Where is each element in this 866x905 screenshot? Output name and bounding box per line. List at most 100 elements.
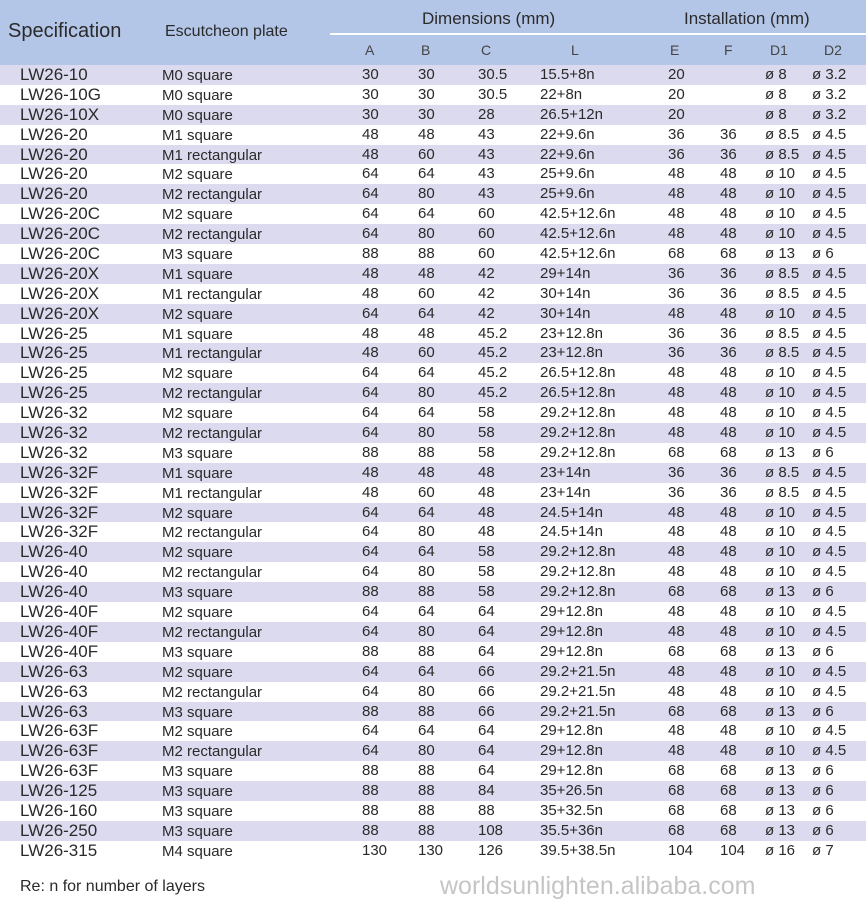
e-cell: 68 bbox=[668, 762, 685, 780]
spec-cell: LW26-40 bbox=[20, 582, 88, 602]
f-cell: 68 bbox=[720, 443, 737, 461]
d2-cell: ø 6 bbox=[812, 702, 834, 720]
e-cell: 20 bbox=[668, 85, 685, 103]
plate-cell: M2 square bbox=[162, 166, 233, 184]
a-cell: 64 bbox=[362, 662, 379, 680]
l-cell: 29.2+12.8n bbox=[540, 563, 616, 581]
table-row: LW26-10 M0 square 30 30 30.5 15.5+8n 20 ø 8 ø 3.… bbox=[0, 65, 866, 85]
l-cell: 23+12.8n bbox=[540, 324, 603, 342]
plate-cell: M3 square bbox=[162, 783, 233, 801]
table-row: LW26-10X M0 square 30 30 28 26.5+12n 20 ø 8 ø 3.… bbox=[0, 104, 866, 125]
b-cell: 88 bbox=[418, 782, 435, 800]
spec-cell: LW26-32 bbox=[20, 423, 88, 443]
table-row: LW26-40F M3 square 88 88 64 29+12.8n 68 68 ø 13 ø… bbox=[0, 642, 866, 662]
d1-cell: ø 10 bbox=[765, 225, 796, 243]
table-row: LW26-63 M2 square 64 64 66 29.2+21.5n 48 48 ø 10… bbox=[0, 661, 866, 682]
header-specification: Specification bbox=[8, 20, 122, 42]
d1-cell: ø 8.5 bbox=[765, 284, 800, 302]
b-cell: 60 bbox=[418, 483, 435, 501]
footnote: Re: n for number of layers bbox=[20, 878, 205, 895]
a-cell: 64 bbox=[362, 603, 379, 621]
l-cell: 42.5+12.6n bbox=[540, 225, 616, 243]
f-cell: 36 bbox=[720, 284, 737, 302]
l-cell: 24.5+14n bbox=[540, 503, 603, 521]
table-row: LW26-125 M3 square 88 88 84 35+26.5n 68 68 ø 13 ø… bbox=[0, 781, 866, 801]
a-cell: 64 bbox=[362, 424, 379, 442]
header-col-l: L bbox=[571, 42, 579, 58]
header-col-b: B bbox=[421, 42, 431, 58]
c-cell: 58 bbox=[478, 443, 495, 461]
d2-cell: ø 4.5 bbox=[812, 682, 847, 700]
plate-cell: M2 rectangular bbox=[162, 683, 263, 701]
f-cell: 48 bbox=[720, 682, 737, 700]
c-cell: 48 bbox=[478, 503, 495, 521]
plate-cell: M1 rectangular bbox=[162, 146, 263, 164]
watermark: worldsunlighten.alibaba.com bbox=[440, 872, 756, 900]
table-row: LW26-25 M1 square 48 48 45.2 23+12.8n 36 36 ø 8.… bbox=[0, 324, 866, 344]
b-cell: 88 bbox=[418, 245, 435, 263]
plate-cell: M3 square bbox=[162, 822, 233, 840]
l-cell: 29.2+12.8n bbox=[540, 583, 616, 601]
spec-cell: LW26-20 bbox=[20, 124, 88, 144]
b-cell: 30 bbox=[418, 66, 435, 83]
a-cell: 64 bbox=[362, 304, 379, 322]
spec-cell: LW26-32F bbox=[20, 502, 99, 522]
f-cell: 48 bbox=[720, 603, 737, 621]
c-cell: 84 bbox=[478, 782, 495, 800]
plate-cell: M1 square bbox=[162, 325, 233, 343]
spec-cell: LW26-40 bbox=[20, 562, 88, 582]
c-cell: 88 bbox=[478, 801, 495, 819]
l-cell: 29.2+12.8n bbox=[540, 424, 616, 442]
c-cell: 42 bbox=[478, 264, 495, 282]
l-cell: 39.5+38.5n bbox=[540, 841, 616, 859]
header-col-f: F bbox=[724, 42, 733, 58]
d2-cell: ø 4.5 bbox=[812, 622, 847, 640]
spec-cell: LW26-10G bbox=[20, 84, 101, 104]
e-cell: 36 bbox=[668, 145, 685, 163]
d1-cell: ø 13 bbox=[765, 821, 796, 839]
c-cell: 45.2 bbox=[478, 344, 508, 362]
a-cell: 64 bbox=[362, 543, 379, 561]
l-cell: 29.2+12.8n bbox=[540, 404, 616, 422]
a-cell: 64 bbox=[362, 404, 379, 422]
f-cell: 48 bbox=[720, 404, 737, 422]
a-cell: 64 bbox=[362, 384, 379, 402]
d2-cell: ø 4.5 bbox=[812, 165, 847, 183]
b-cell: 64 bbox=[418, 304, 435, 322]
header-dimensions: Dimensions (mm) bbox=[422, 9, 556, 28]
table-row: LW26-20 M2 rectangular 64 80 43 25+9.6n 48 48 ø … bbox=[0, 184, 866, 205]
b-cell: 88 bbox=[418, 821, 435, 839]
e-cell: 36 bbox=[668, 483, 685, 501]
table-row: LW26-40 M2 square 64 64 58 29.2+12.8n 48 48 ø 10… bbox=[0, 542, 866, 563]
l-cell: 22+9.6n bbox=[540, 145, 595, 163]
e-cell: 20 bbox=[668, 66, 685, 83]
b-cell: 64 bbox=[418, 722, 435, 740]
a-cell: 88 bbox=[362, 702, 379, 720]
table-row: LW26-40F M2 square 64 64 64 29+12.8n 48 48 ø 10 ø… bbox=[0, 602, 866, 622]
d2-cell: ø 4.5 bbox=[812, 523, 847, 541]
e-cell: 20 bbox=[668, 105, 685, 123]
d1-cell: ø 10 bbox=[765, 662, 796, 680]
d2-cell: ø 4.5 bbox=[812, 324, 847, 342]
l-cell: 29+12.8n bbox=[540, 642, 603, 660]
spec-cell: LW26-20 bbox=[20, 184, 88, 204]
f-cell: 36 bbox=[720, 483, 737, 501]
f-cell: 36 bbox=[720, 463, 737, 481]
plate-cell: M3 square bbox=[162, 444, 233, 462]
plate-cell: M3 square bbox=[162, 643, 233, 661]
table-row: LW26-63F M2 rectangular 64 80 64 29+12.8n 48 48… bbox=[0, 741, 866, 762]
spec-cell: LW26-25 bbox=[20, 323, 88, 343]
d1-cell: ø 8 bbox=[765, 66, 787, 83]
d1-cell: ø 8.5 bbox=[765, 324, 800, 342]
e-cell: 36 bbox=[668, 324, 685, 342]
c-cell: 30.5 bbox=[478, 85, 508, 103]
b-cell: 60 bbox=[418, 284, 435, 302]
d2-cell: ø 4.5 bbox=[812, 125, 847, 143]
c-cell: 45.2 bbox=[478, 384, 508, 402]
d2-cell: ø 4.5 bbox=[812, 185, 847, 203]
e-cell: 68 bbox=[668, 782, 685, 800]
c-cell: 30.5 bbox=[478, 66, 508, 83]
c-cell: 108 bbox=[478, 821, 504, 839]
a-cell: 88 bbox=[362, 801, 379, 819]
spec-cell: LW26-25 bbox=[20, 343, 88, 363]
